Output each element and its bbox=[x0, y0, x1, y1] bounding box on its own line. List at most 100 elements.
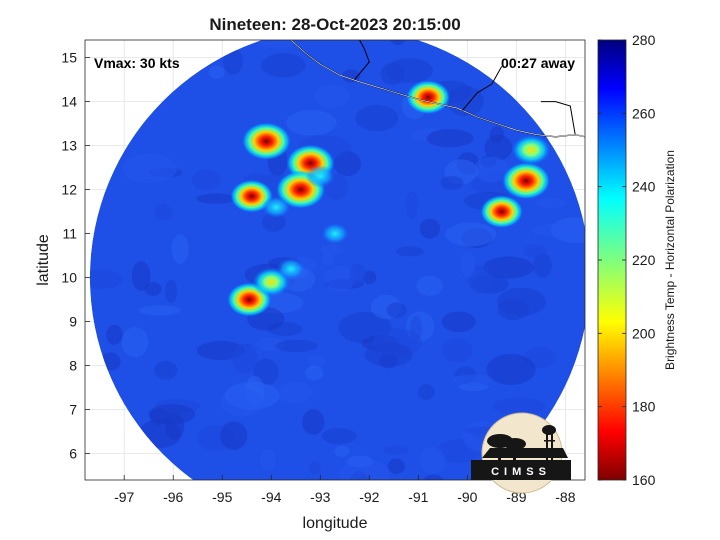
logo-silhouette bbox=[482, 425, 568, 460]
x-tick-label: -94 bbox=[261, 489, 281, 505]
chart-title: Nineteen: 28-Oct-2023 20:15:00 bbox=[209, 15, 460, 34]
convection-features bbox=[227, 80, 552, 317]
swath-patch bbox=[154, 203, 173, 221]
y-axis-ticks: 6 7 8 9 10 11 12 13 14 15 bbox=[61, 50, 90, 462]
logo-text: CIMSS bbox=[491, 466, 551, 478]
swath-patch bbox=[220, 387, 262, 417]
colorbar-ticks: 160 180 200 220 240 260 280 bbox=[598, 32, 656, 488]
convection-cell bbox=[511, 134, 552, 166]
swath-patch bbox=[349, 263, 366, 287]
y-tick-label: 14 bbox=[61, 94, 77, 110]
y-tick-label: 13 bbox=[61, 138, 77, 154]
swath-patch bbox=[339, 458, 391, 480]
y-tick-label: 12 bbox=[61, 182, 77, 198]
swath-patch bbox=[305, 365, 324, 381]
x-tick-label: -88 bbox=[555, 489, 575, 505]
country-border bbox=[354, 40, 370, 80]
swath-patch bbox=[416, 275, 443, 296]
swath-patch bbox=[334, 445, 350, 457]
swath-patch bbox=[492, 397, 546, 416]
swath-patch bbox=[364, 342, 413, 367]
swath-patch bbox=[121, 327, 149, 358]
swath-patch bbox=[144, 281, 162, 296]
x-tick-label: -93 bbox=[310, 489, 330, 505]
swath-patch bbox=[387, 458, 406, 474]
swath-patch bbox=[523, 244, 547, 258]
swath-patch bbox=[257, 40, 297, 49]
convection-cell bbox=[405, 80, 451, 115]
colorbar-tick-label: 240 bbox=[632, 179, 656, 195]
coastline-highlight bbox=[290, 40, 585, 138]
colorbar-tick-label: 280 bbox=[632, 32, 656, 48]
plot-frame bbox=[84, 39, 586, 481]
swath-patch bbox=[405, 190, 418, 220]
swath-patch bbox=[220, 421, 248, 451]
swath-patch bbox=[89, 269, 123, 289]
swath-layer bbox=[89, 40, 585, 515]
swath-patch bbox=[420, 447, 446, 475]
swath-patch bbox=[419, 218, 440, 239]
colorbar-label: Brightness Temp - Horizontal Polarizatio… bbox=[663, 150, 677, 370]
swath-patch bbox=[386, 302, 407, 318]
swath-patch bbox=[460, 250, 476, 278]
swath-patch bbox=[355, 104, 399, 132]
x-tick-label: -95 bbox=[212, 489, 232, 505]
x-tick-label: -90 bbox=[457, 489, 477, 505]
swath-patch bbox=[342, 69, 361, 83]
x-tick-label: -97 bbox=[114, 489, 134, 505]
swath-patch bbox=[247, 504, 285, 515]
x-axis-label: longitude bbox=[303, 515, 368, 532]
swath-patch bbox=[154, 360, 178, 380]
swath-patch bbox=[441, 338, 473, 363]
swath-patch bbox=[122, 153, 177, 184]
y-tick-label: 10 bbox=[61, 270, 77, 286]
swath-patch bbox=[308, 461, 321, 475]
country-borders bbox=[354, 40, 576, 135]
swath-patch bbox=[484, 134, 513, 161]
colorbar-gradient bbox=[597, 39, 627, 481]
colorbar-tick-label: 180 bbox=[632, 399, 656, 415]
y-tick-label: 15 bbox=[61, 50, 77, 66]
time-away-label: 00:27 away bbox=[501, 55, 575, 71]
swath-patch bbox=[275, 339, 318, 353]
swath-patch bbox=[222, 48, 244, 75]
swath-patch bbox=[260, 448, 276, 472]
swath-patch bbox=[314, 84, 350, 108]
swath-patch bbox=[451, 374, 497, 385]
swath-patch bbox=[458, 382, 489, 392]
swath-patch bbox=[440, 175, 464, 190]
swath-patch bbox=[417, 384, 435, 401]
swath-patch bbox=[467, 265, 494, 294]
swath-patch bbox=[302, 409, 325, 435]
x-tick-label: -96 bbox=[163, 489, 183, 505]
y-tick-label: 6 bbox=[69, 446, 77, 462]
swath-patch bbox=[106, 324, 123, 345]
y-axis-label: latitude bbox=[35, 234, 52, 286]
convection-cell bbox=[305, 165, 335, 188]
x-tick-label: -92 bbox=[359, 489, 379, 505]
y-tick-label: 9 bbox=[69, 314, 77, 330]
swath-patch bbox=[307, 356, 326, 369]
x-tick-label: -91 bbox=[408, 489, 428, 505]
colorbar-tick-label: 200 bbox=[632, 325, 656, 341]
swath-patch bbox=[486, 353, 536, 385]
logo-bar bbox=[471, 460, 571, 480]
convection-cell bbox=[480, 195, 524, 229]
swath-patch bbox=[231, 343, 258, 374]
swath-patch bbox=[165, 279, 178, 303]
swath-patch bbox=[536, 198, 567, 209]
swath-patch bbox=[191, 169, 221, 191]
swath-patch bbox=[426, 129, 474, 148]
colorbar: 160 180 200 220 240 260 280 Brightness Temp - … bbox=[597, 32, 677, 488]
swath-patch bbox=[483, 256, 534, 279]
x-axis-ticks: -97 -96 -95 -94 -93 -92 -91 -90 -89 -88 bbox=[114, 475, 576, 505]
swath-patch bbox=[131, 261, 151, 291]
y-tick-label: 8 bbox=[69, 358, 77, 374]
swath-patch bbox=[196, 193, 236, 204]
swath-patch bbox=[497, 298, 529, 321]
y-tick-label: 11 bbox=[62, 226, 77, 242]
swath-patch bbox=[385, 58, 433, 83]
swath-patch bbox=[533, 253, 552, 278]
convection-cell bbox=[501, 162, 551, 200]
